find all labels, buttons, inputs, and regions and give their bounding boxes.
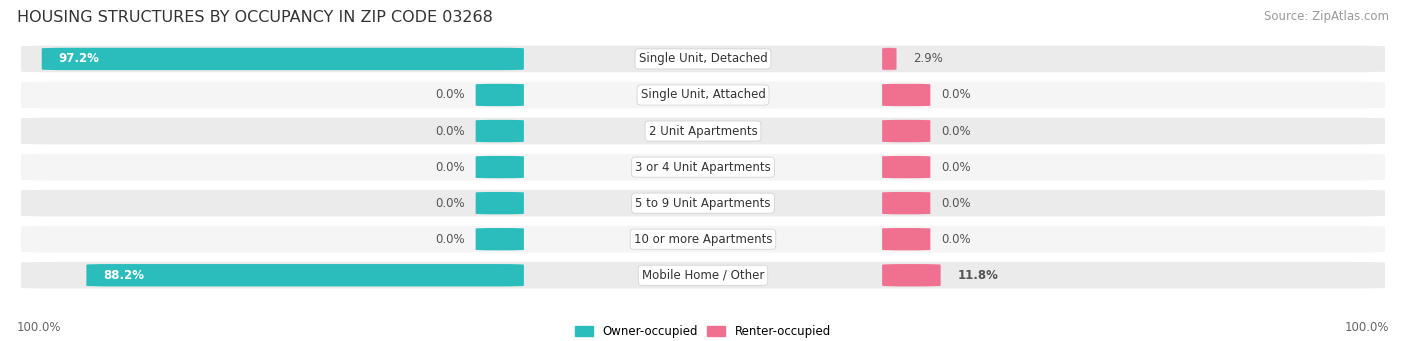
FancyBboxPatch shape (21, 226, 1385, 253)
FancyBboxPatch shape (882, 228, 931, 250)
Text: 0.0%: 0.0% (942, 89, 972, 102)
FancyBboxPatch shape (882, 192, 931, 214)
FancyBboxPatch shape (475, 120, 524, 142)
FancyBboxPatch shape (21, 81, 1385, 108)
Text: 0.0%: 0.0% (942, 233, 972, 246)
Text: 5 to 9 Unit Apartments: 5 to 9 Unit Apartments (636, 197, 770, 210)
Text: 3 or 4 Unit Apartments: 3 or 4 Unit Apartments (636, 161, 770, 174)
Text: 97.2%: 97.2% (58, 53, 100, 65)
FancyBboxPatch shape (86, 264, 524, 286)
Legend: Owner-occupied, Renter-occupied: Owner-occupied, Renter-occupied (571, 321, 835, 341)
Text: Source: ZipAtlas.com: Source: ZipAtlas.com (1264, 10, 1389, 23)
Text: 0.0%: 0.0% (942, 124, 972, 137)
Text: 0.0%: 0.0% (434, 161, 464, 174)
Text: 10 or more Apartments: 10 or more Apartments (634, 233, 772, 246)
FancyBboxPatch shape (882, 120, 931, 142)
Text: Single Unit, Attached: Single Unit, Attached (641, 89, 765, 102)
Text: 0.0%: 0.0% (942, 197, 972, 210)
FancyBboxPatch shape (882, 84, 931, 106)
Text: 11.8%: 11.8% (957, 269, 998, 282)
FancyBboxPatch shape (42, 48, 524, 70)
Text: Mobile Home / Other: Mobile Home / Other (641, 269, 765, 282)
FancyBboxPatch shape (882, 264, 941, 286)
FancyBboxPatch shape (21, 46, 1385, 72)
Text: 0.0%: 0.0% (434, 197, 464, 210)
Text: Single Unit, Detached: Single Unit, Detached (638, 53, 768, 65)
FancyBboxPatch shape (475, 156, 524, 178)
FancyBboxPatch shape (475, 84, 524, 106)
FancyBboxPatch shape (21, 262, 1385, 288)
Text: 0.0%: 0.0% (434, 233, 464, 246)
Text: 2.9%: 2.9% (912, 53, 943, 65)
FancyBboxPatch shape (21, 118, 1385, 144)
Text: 2 Unit Apartments: 2 Unit Apartments (648, 124, 758, 137)
Text: 100.0%: 100.0% (17, 321, 62, 334)
FancyBboxPatch shape (475, 228, 524, 250)
Text: 88.2%: 88.2% (103, 269, 143, 282)
FancyBboxPatch shape (21, 190, 1385, 217)
Text: 0.0%: 0.0% (434, 124, 464, 137)
Text: 100.0%: 100.0% (1344, 321, 1389, 334)
Text: 0.0%: 0.0% (434, 89, 464, 102)
Text: 0.0%: 0.0% (942, 161, 972, 174)
Text: HOUSING STRUCTURES BY OCCUPANCY IN ZIP CODE 03268: HOUSING STRUCTURES BY OCCUPANCY IN ZIP C… (17, 10, 492, 25)
FancyBboxPatch shape (882, 156, 931, 178)
FancyBboxPatch shape (475, 192, 524, 214)
FancyBboxPatch shape (872, 48, 907, 70)
FancyBboxPatch shape (21, 154, 1385, 180)
